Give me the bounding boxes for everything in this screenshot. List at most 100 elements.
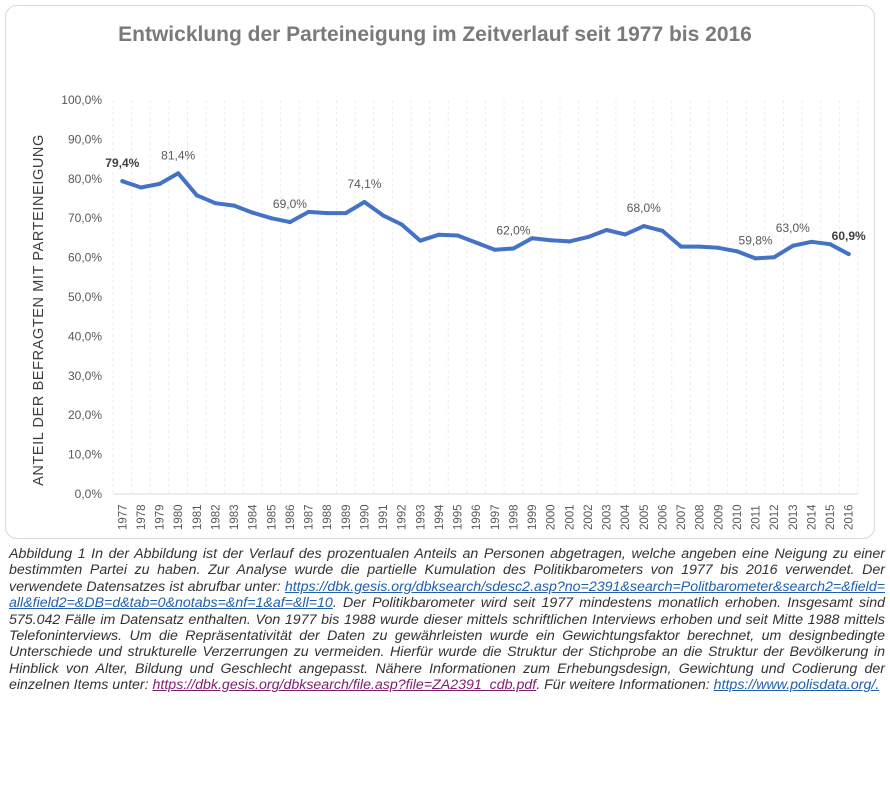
series-line	[120, 171, 851, 261]
x-tick-label: 1994	[434, 504, 446, 530]
data-point	[530, 236, 535, 241]
data-point	[772, 255, 777, 260]
x-tick-label: 2008	[695, 504, 707, 530]
data-point	[828, 242, 833, 247]
x-tick-label: 1989	[341, 504, 353, 530]
x-tick-label: 1998	[508, 504, 520, 530]
x-tick-label: 1983	[229, 504, 241, 530]
data-point	[548, 238, 553, 243]
data-point	[381, 213, 386, 218]
x-tick-label: 2005	[639, 504, 651, 530]
x-tick-label: 2007	[676, 504, 688, 530]
data-point	[250, 210, 255, 215]
codebook-link[interactable]: https://dbk.gesis.org/dbksearch/file.asp…	[152, 677, 537, 694]
x-tick-label: 1977	[117, 504, 129, 530]
x-tick-label: 2009	[713, 504, 725, 530]
caption-text-2: . Der Politikbarometer wird seit 1977 mi…	[9, 595, 885, 694]
x-tick-label: 2006	[657, 504, 669, 530]
x-tick-label: 1987	[304, 504, 316, 530]
caption-text-3: . Für weitere Informationen:	[536, 677, 714, 694]
y-tick-label: 30,0%	[68, 369, 102, 383]
x-tick-label: 2001	[564, 504, 576, 530]
data-point	[269, 216, 274, 221]
x-tick-label: 1997	[490, 504, 502, 530]
x-tick-label: 1996	[471, 504, 483, 530]
data-label: 79,4%	[105, 156, 139, 170]
x-tick-label: 1988	[322, 504, 334, 530]
data-point	[492, 247, 497, 252]
x-tick-label: 1990	[359, 504, 371, 530]
y-tick-label: 100,0%	[61, 93, 102, 107]
x-tick-label: 1978	[136, 504, 148, 530]
data-point	[455, 233, 460, 238]
x-tick-label: 2000	[546, 504, 558, 530]
figure-caption: Abbildung 1 In der Abbildung ist der Ver…	[9, 546, 885, 694]
line-chart: 0,0% 10,0% 20,0% 30,0% 40,0% 50,0% 60,0% 70,0% 8…	[61, 93, 866, 530]
data-point	[138, 185, 143, 190]
x-tick-label: 1986	[285, 504, 297, 530]
data-point	[604, 228, 609, 233]
caption-text-1: Abbildung 1 In der Abbildung ist der Ver…	[9, 546, 885, 595]
x-tick-label: 2010	[732, 504, 744, 530]
y-tick-label: 20,0%	[68, 408, 102, 422]
y-tick-label: 40,0%	[68, 329, 102, 343]
data-label: 69,0%	[273, 197, 307, 211]
data-point	[399, 222, 404, 227]
data-point	[176, 171, 181, 176]
data-label: 63,0%	[776, 221, 810, 235]
x-tick-label: 2002	[583, 504, 595, 530]
data-point	[343, 211, 348, 216]
data-point	[306, 209, 311, 214]
data-label: 74,1%	[347, 177, 381, 191]
data-point	[809, 239, 814, 244]
data-point	[511, 246, 516, 251]
y-tick-label: 0,0%	[75, 487, 103, 501]
x-tick-label: 2004	[620, 504, 632, 530]
data-point	[418, 238, 423, 243]
data-point	[436, 232, 441, 237]
dataset-link[interactable]: https://dbk.gesis.org/dbksearch/sdesc2.a…	[9, 578, 885, 612]
y-tick-label: 70,0%	[68, 211, 102, 225]
x-tick-label: 2003	[602, 504, 614, 530]
data-point	[623, 232, 628, 237]
data-label: 68,0%	[627, 201, 661, 215]
data-point	[734, 249, 739, 254]
chart-title: Entwicklung der Parteineigung im Zeitver…	[118, 23, 752, 46]
x-tick-label: 2012	[769, 504, 781, 530]
x-tick-label: 1981	[192, 504, 204, 530]
data-label: 62,0%	[496, 224, 530, 238]
x-tick-label: 1995	[453, 504, 465, 530]
data-point	[697, 244, 702, 249]
data-point	[679, 244, 684, 249]
x-tick-label: 1985	[266, 504, 278, 530]
x-tick-label: 1999	[527, 504, 539, 530]
data-point	[194, 193, 199, 198]
data-label: 81,4%	[161, 148, 195, 162]
x-tick-label: 1993	[415, 504, 427, 530]
data-point	[567, 239, 572, 244]
data-point	[287, 220, 292, 225]
y-axis-title: ANTEIL DER BEFRAGTEN MIT PARTEINEIGUNG	[31, 134, 47, 486]
x-tick-label: 2013	[788, 504, 800, 530]
y-tick-label: 80,0%	[68, 172, 102, 186]
data-point	[660, 228, 665, 233]
x-tick-label: 1982	[210, 504, 222, 530]
y-tick-label: 90,0%	[68, 132, 102, 146]
data-point	[232, 203, 237, 208]
y-tick-label: 60,0%	[68, 251, 102, 265]
data-point	[753, 256, 758, 261]
polisdata-link[interactable]: https://www.polisdata.org/.	[713, 677, 880, 694]
data-point	[790, 243, 795, 248]
x-tick-label: 1979	[155, 504, 167, 530]
data-point	[641, 224, 646, 229]
data-point	[120, 179, 125, 184]
data-point	[362, 200, 367, 205]
x-tick-label: 2014	[806, 504, 818, 530]
data-point	[846, 252, 851, 257]
data-point	[213, 201, 218, 206]
x-tick-label: 1992	[397, 504, 409, 530]
y-tick-label: 50,0%	[68, 290, 102, 304]
data-point	[716, 245, 721, 250]
data-label: 59,8%	[739, 233, 773, 247]
x-tick-label: 2015	[825, 504, 837, 530]
